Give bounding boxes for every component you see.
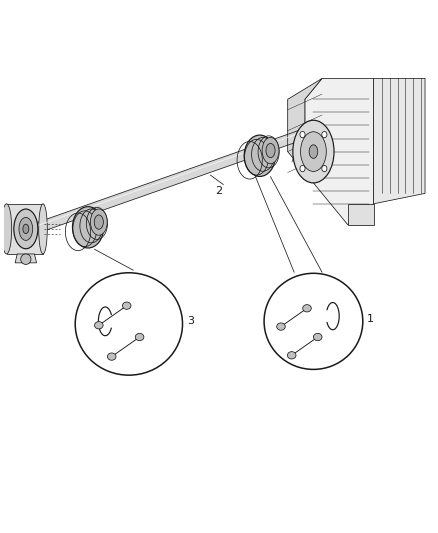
Ellipse shape — [322, 132, 327, 138]
Text: 3: 3 — [187, 317, 194, 326]
Ellipse shape — [107, 353, 116, 360]
Ellipse shape — [300, 132, 305, 138]
Ellipse shape — [314, 333, 322, 341]
Ellipse shape — [122, 302, 131, 309]
Ellipse shape — [277, 323, 285, 330]
Polygon shape — [7, 204, 43, 254]
Ellipse shape — [309, 145, 318, 158]
Ellipse shape — [90, 209, 107, 235]
Ellipse shape — [1, 204, 12, 254]
Ellipse shape — [95, 321, 103, 329]
Polygon shape — [348, 204, 374, 225]
Polygon shape — [15, 254, 36, 263]
Ellipse shape — [300, 132, 326, 172]
Ellipse shape — [19, 217, 33, 240]
Ellipse shape — [264, 273, 363, 369]
Ellipse shape — [72, 207, 104, 248]
Ellipse shape — [39, 204, 47, 254]
Polygon shape — [288, 78, 322, 173]
Ellipse shape — [300, 165, 305, 172]
Ellipse shape — [21, 254, 31, 264]
Ellipse shape — [244, 135, 276, 176]
Ellipse shape — [23, 224, 29, 233]
Polygon shape — [305, 78, 374, 225]
Ellipse shape — [14, 209, 38, 249]
Ellipse shape — [322, 165, 327, 172]
Ellipse shape — [303, 305, 311, 312]
Polygon shape — [38, 126, 314, 232]
Polygon shape — [374, 78, 425, 204]
Ellipse shape — [266, 143, 275, 158]
Text: 1: 1 — [367, 314, 374, 324]
Ellipse shape — [94, 215, 103, 229]
Ellipse shape — [135, 333, 144, 341]
Ellipse shape — [75, 273, 183, 375]
Text: 2: 2 — [215, 186, 223, 196]
Ellipse shape — [287, 352, 296, 359]
Ellipse shape — [262, 138, 279, 164]
Ellipse shape — [293, 120, 334, 183]
